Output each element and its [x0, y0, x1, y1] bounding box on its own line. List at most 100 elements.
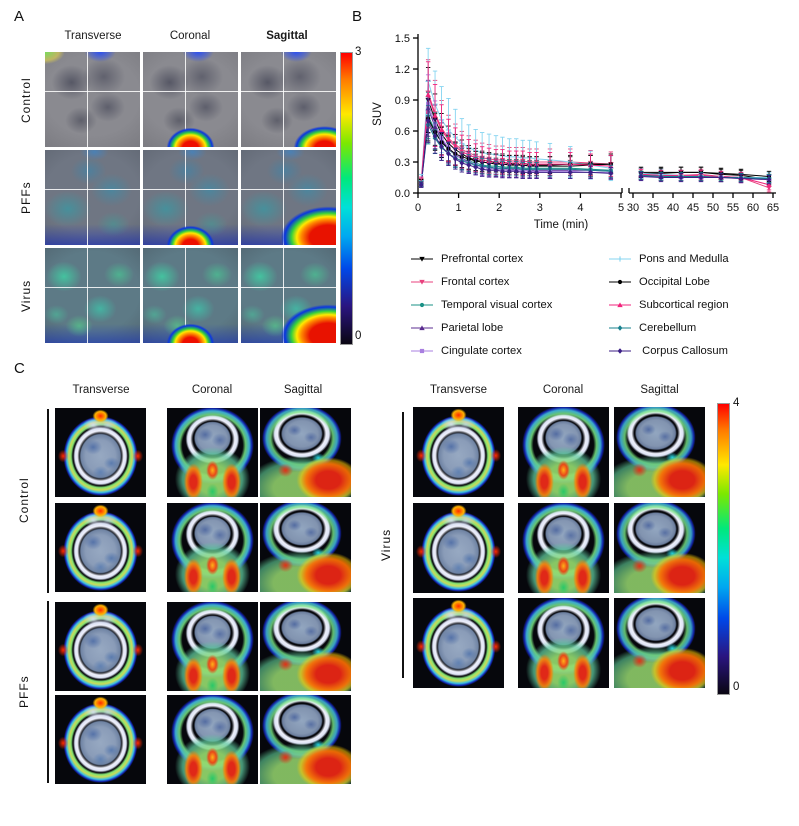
series-marker	[500, 168, 505, 175]
pons-and-medulla-marker-icon	[609, 255, 631, 262]
panel-a-row-label-pffs: PFFs	[19, 181, 33, 215]
panel-a-image-virus-sagittal	[241, 248, 336, 343]
crosshair-vertical-line	[86, 248, 88, 343]
panel-a-label: A	[14, 8, 25, 25]
series-marker	[520, 169, 526, 176]
x-tick-label: 45	[687, 202, 699, 214]
series-marker	[766, 176, 772, 183]
panel-a-colorbar-min: 0	[355, 330, 362, 342]
x-tick-label: 4	[577, 202, 583, 214]
x-tick-label: 65	[767, 202, 779, 214]
panel-c-image-virus-transverse-1	[413, 407, 504, 497]
series-marker	[425, 92, 431, 97]
panel-c-image-pffs-coronal-2	[167, 695, 258, 784]
legend-label: Parietal lobe	[441, 321, 504, 334]
crosshair-horizontal-line	[143, 286, 238, 288]
panel-c-left-header-sagittal: Sagittal	[283, 384, 323, 396]
legend-label: Subcortical region	[639, 298, 729, 311]
series-marker	[638, 173, 644, 180]
series-line-pons-and-medulla	[420, 81, 611, 181]
series-marker	[418, 181, 424, 188]
series-marker	[718, 174, 724, 181]
legend-item-cerebellum: Cerebellum	[608, 316, 796, 339]
panel-a-image-pffs-transverse	[45, 150, 140, 245]
frontal-cortex-marker-icon	[411, 279, 433, 285]
series-marker	[617, 324, 623, 331]
legend-label: Pons and Medulla	[639, 252, 729, 265]
panel-a-header-transverse: Transverse	[64, 30, 122, 42]
panel-a-image-control-sagittal	[241, 52, 336, 147]
x-tick-label: 3	[537, 202, 543, 214]
x-tick-label: 35	[647, 202, 659, 214]
chart-legend: Prefrontal cortex Frontal cortex Temporal …	[410, 247, 796, 362]
series-marker	[419, 256, 425, 262]
series-line-cingulate-cortex	[420, 103, 611, 184]
occipital-lobe-marker-icon	[609, 279, 631, 284]
legend-item-parietal-lobe: Parietal lobe	[410, 316, 608, 339]
series-marker	[617, 255, 623, 262]
y-tick-label: 0.3	[395, 157, 410, 169]
panel-c-colorbar	[717, 403, 730, 695]
series-marker	[459, 149, 465, 154]
y-tick-label: 0.0	[395, 188, 410, 200]
crosshair-vertical-line	[184, 52, 186, 147]
series-marker	[506, 168, 512, 175]
crosshair-horizontal-line	[241, 90, 336, 92]
corpus-callosum-marker-icon	[609, 347, 631, 354]
series-marker	[527, 169, 533, 176]
series-marker	[439, 143, 444, 150]
series-marker	[473, 164, 479, 170]
legend-label: Temporal visual cortex	[441, 298, 553, 311]
series-line-prefrontal-cortex	[420, 99, 611, 183]
series-marker	[486, 167, 492, 174]
panel-c-image-control-coronal-2	[167, 503, 258, 592]
series-marker	[493, 167, 499, 174]
series-marker	[513, 168, 519, 175]
legend-item-pons-and-medulla: Pons and Medulla	[608, 247, 796, 270]
y-tick-label: 0.9	[395, 95, 410, 107]
panel-a-row-label-virus: Virus	[19, 279, 33, 313]
y-tick-label: 1.2	[395, 64, 410, 76]
panel-c-right-header-transverse: Transverse	[429, 384, 488, 396]
panel-a-colorbar	[340, 52, 353, 345]
series-marker	[445, 137, 452, 143]
panel-c-image-pffs-transverse-2	[55, 695, 146, 784]
crosshair-vertical-line	[282, 248, 284, 343]
panel-c-image-virus-coronal-3	[518, 598, 609, 688]
series-marker	[678, 174, 684, 181]
series-marker	[419, 279, 425, 285]
legend-label: Frontal cortex	[441, 275, 510, 288]
series-marker	[766, 182, 772, 187]
series-marker	[419, 324, 425, 330]
crosshair-horizontal-line	[143, 90, 238, 92]
series-marker	[419, 348, 425, 353]
x-tick-label: 55	[727, 202, 739, 214]
crosshair-horizontal-line	[241, 286, 336, 288]
cingulate-cortex-marker-icon	[411, 348, 433, 353]
x-tick-label: 40	[667, 202, 679, 214]
panel-c-image-virus-transverse-3	[413, 598, 504, 688]
crosshair-horizontal-line	[45, 188, 140, 190]
panel-c-left-header-transverse: Transverse	[72, 384, 130, 396]
panel-b-label: B	[352, 8, 363, 25]
panel-c-image-control-transverse-2	[55, 503, 146, 592]
legend-item-occipital-lobe: Occipital Lobe	[608, 270, 796, 293]
y-tick-label: 0.6	[395, 126, 410, 138]
suv-time-activity-chart: 0.00.30.60.91.21.50 1 2 3 4 5 30 35 40 45 50 55 60 65…	[372, 33, 779, 231]
legend-label: Prefrontal cortex	[441, 252, 524, 265]
panel-a-image-virus-coronal	[143, 248, 238, 343]
crosshair-horizontal-line	[241, 188, 336, 190]
series-marker	[452, 143, 459, 149]
series-marker	[459, 160, 465, 166]
panel-c-colorbar-min: 0	[733, 681, 740, 693]
crosshair-vertical-line	[184, 150, 186, 245]
prefrontal-cortex-marker-icon	[411, 256, 433, 262]
x-axis-title: Time (min)	[534, 219, 589, 231]
legend-item-frontal-cortex: Frontal cortex	[410, 270, 608, 293]
crosshair-vertical-line	[184, 248, 186, 343]
series-marker	[438, 127, 445, 133]
panel-c-group-label-virus: Virus	[379, 528, 393, 562]
panel-c-right-header-coronal: Coronal	[542, 384, 584, 396]
legend-item-corpus-callosum: Corpus Callosum	[608, 339, 796, 362]
